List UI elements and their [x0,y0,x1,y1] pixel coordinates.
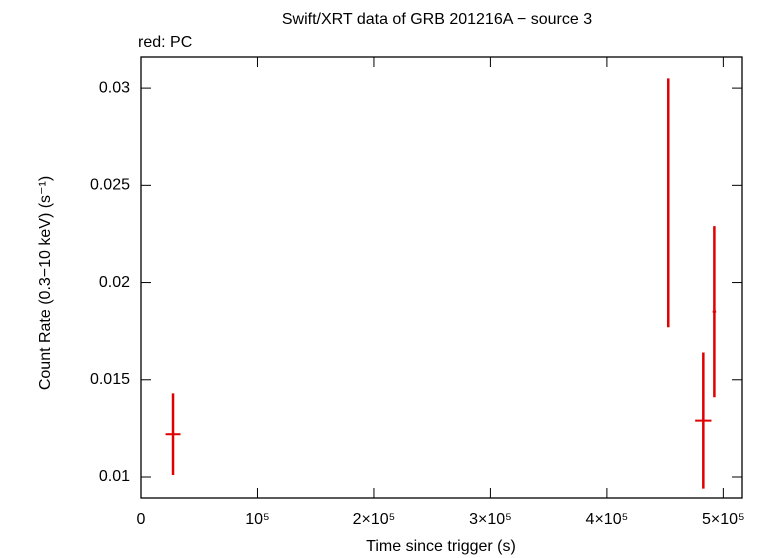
x-tick-label: 10⁵ [245,511,269,528]
y-axis-label: Count Rate (0.3−10 keV) (s⁻¹) [37,176,54,390]
y-tick-label: 0.025 [90,177,130,194]
y-tick-label: 0.015 [90,371,130,388]
y-tick-label: 0.03 [99,79,130,96]
y-tick-label: 0.01 [99,468,130,485]
x-tick-label: 5×10⁵ [702,511,745,528]
x-axis-label: Time since trigger (s) [366,538,516,555]
x-tick-label: 2×10⁵ [353,511,396,528]
plot-frame [140,56,743,499]
y-tick-label: 0.02 [99,274,130,291]
x-tick-label: 3×10⁵ [469,511,512,528]
chart-subtitle: red: PC [138,34,192,51]
x-tick-label: 4×10⁵ [586,511,629,528]
chart-title: Swift/XRT data of GRB 201216A − source 3 [282,11,592,28]
x-tick-label: 0 [137,511,146,528]
